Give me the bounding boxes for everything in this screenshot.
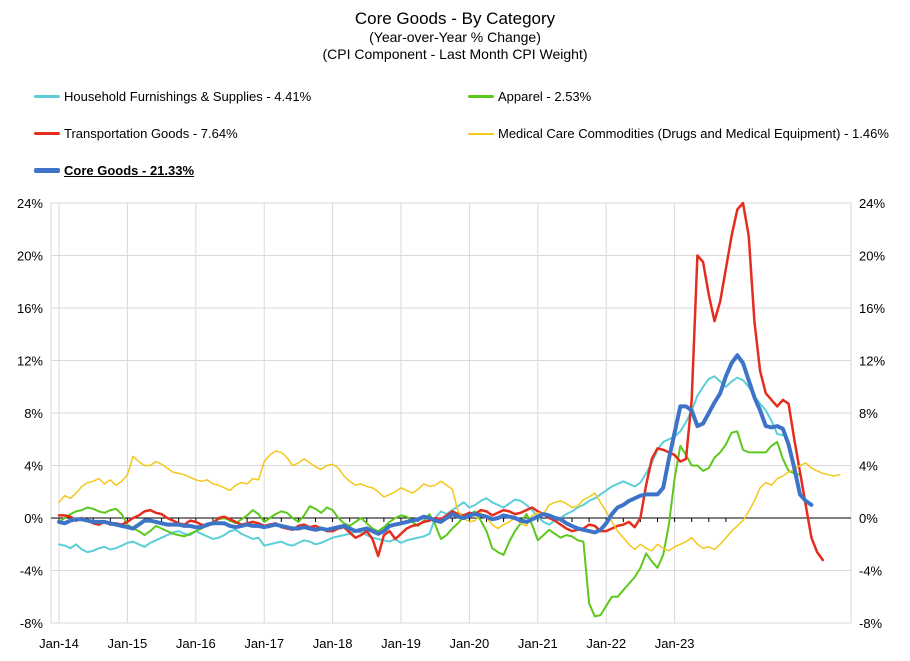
series-line-2: [57, 201, 825, 562]
y-tick-label-left: 24%: [17, 196, 43, 211]
y-tick-label-left: 20%: [17, 249, 43, 264]
legend-label-core-goods: Core Goods - 21.33%: [64, 163, 195, 178]
x-tick-label: Jan-22: [586, 636, 626, 651]
y-tick-label-right: 24%: [859, 196, 885, 211]
x-tick-label: Jan-14: [39, 636, 79, 651]
y-tick-label-left: 8%: [24, 406, 43, 421]
y-tick-label-right: 0%: [859, 511, 878, 526]
legend-item-medical-care: Medical Care Commodities (Drugs and Medi…: [468, 126, 889, 141]
legend-swatch-medical-care: [468, 132, 494, 135]
y-tick-label-left: 16%: [17, 301, 43, 316]
y-tick-label-left: -8%: [20, 616, 44, 631]
x-tick-label: Jan-18: [313, 636, 353, 651]
x-tick-label: Jan-23: [655, 636, 695, 651]
y-tick-label-right: 4%: [859, 459, 878, 474]
legend-label-household-furnishings: Household Furnishings & Supplies - 4.41%: [64, 89, 312, 104]
x-tick-label: Jan-19: [381, 636, 421, 651]
y-tick-label-right: 20%: [859, 249, 885, 264]
legend-item-household-furnishings: Household Furnishings & Supplies - 4.41%: [34, 89, 311, 104]
y-tick-label-right: -8%: [859, 616, 883, 631]
legend-label-medical-care: Medical Care Commodities (Drugs and Medi…: [498, 126, 889, 141]
series-line-3: [58, 450, 841, 552]
y-tick-label-right: 8%: [859, 406, 878, 421]
y-tick-label-right: 16%: [859, 301, 885, 316]
legend-item-transportation-goods: Transportation Goods - 7.64%: [34, 126, 238, 141]
series-line-0: [58, 375, 784, 554]
x-tick-label: Jan-15: [108, 636, 148, 651]
y-tick-label-left: -4%: [20, 564, 44, 579]
series-line-1: [58, 430, 801, 618]
legend-item-apparel: Apparel - 2.53%: [468, 89, 591, 104]
y-tick-label-right: 12%: [859, 354, 885, 369]
legend-label-transportation-goods: Transportation Goods - 7.64%: [64, 126, 238, 141]
chart-subtitle-2: (CPI Component - Last Month CPI Weight): [322, 46, 588, 62]
chart-title: Core Goods - By Category: [354, 9, 556, 28]
chart-subtitle-1: (Year-over-Year % Change): [369, 29, 541, 45]
x-tick-label: Jan-21: [518, 636, 558, 651]
y-tick-label-right: -4%: [859, 564, 883, 579]
y-tick-label-left: 12%: [17, 354, 43, 369]
legend-swatch-apparel: [468, 95, 494, 98]
x-tick-label: Jan-16: [176, 636, 216, 651]
x-tick-label: Jan-20: [450, 636, 490, 651]
legend-swatch-transportation-goods: [34, 132, 60, 135]
y-tick-label-left: 4%: [24, 459, 43, 474]
legend-label-apparel: Apparel - 2.53%: [498, 89, 592, 104]
chart-title-block: Core Goods - By Category (Year-over-Year…: [0, 8, 910, 63]
series-line-4: [57, 353, 814, 536]
legend-swatch-household-furnishings: [34, 95, 60, 98]
legend-item-core-goods: Core Goods - 21.33%: [34, 163, 194, 178]
y-tick-label-left: 0%: [24, 511, 43, 526]
legend-swatch-core-goods: [34, 168, 60, 173]
x-tick-label: Jan-17: [244, 636, 284, 651]
